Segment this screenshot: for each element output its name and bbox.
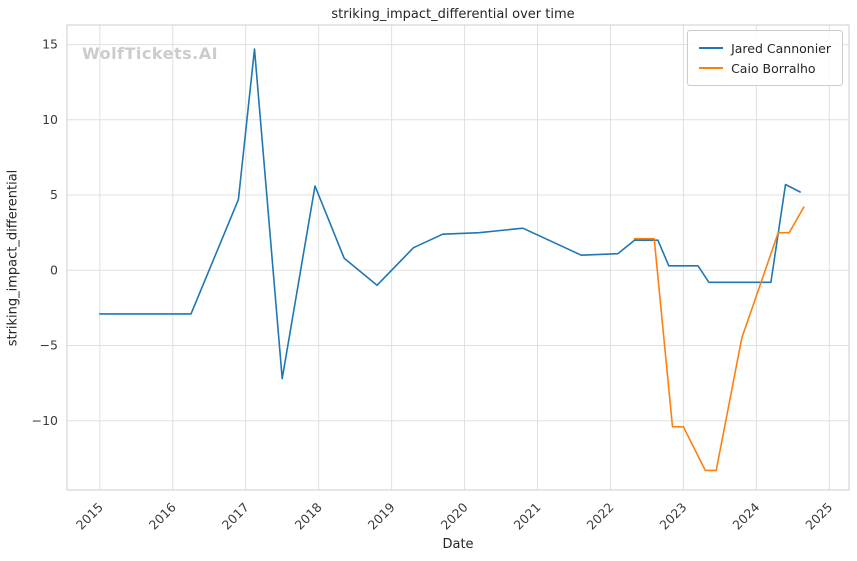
y-tick-label: 15 xyxy=(42,37,58,52)
x-tick-label: 2020 xyxy=(438,499,471,532)
y-tick-label: 0 xyxy=(50,262,58,277)
x-axis-label: Date xyxy=(442,537,474,552)
plot-border xyxy=(66,24,850,491)
legend-line-swatch-orange xyxy=(699,67,724,69)
legend-item-caio-borralho: Caio Borralho xyxy=(699,58,831,78)
x-tick-label: 2021 xyxy=(511,500,544,533)
legend-line-swatch-blue xyxy=(699,47,724,49)
x-tick-label: 2018 xyxy=(292,499,325,532)
x-tick-label: 2019 xyxy=(365,499,398,532)
y-tick-label: −10 xyxy=(32,413,58,428)
x-tick-label: 2024 xyxy=(729,499,762,532)
x-tick-label: 2023 xyxy=(656,500,689,533)
legend-label: Jared Cannonier xyxy=(731,40,831,56)
x-tick-label: 2016 xyxy=(146,499,179,532)
x-tick-label: 2025 xyxy=(802,500,835,533)
chart-title: striking_impact_differential over time xyxy=(331,7,575,22)
y-tick-label: −5 xyxy=(40,338,58,353)
series-line-jared-cannonier xyxy=(99,48,801,380)
series-line-caio-borralho xyxy=(633,206,805,472)
legend-label: Caio Borralho xyxy=(731,60,816,76)
y-tick-label: 10 xyxy=(42,112,58,127)
x-tick-label: 2017 xyxy=(219,500,252,533)
watermark: WolfTickets.AI xyxy=(82,44,219,63)
y-axis-label: striking_impact_differential xyxy=(5,169,21,347)
y-tick-label: 5 xyxy=(50,187,58,202)
x-tick-label: 2022 xyxy=(583,500,616,533)
x-tick-label: 2015 xyxy=(73,500,106,533)
legend: Jared Cannonier Caio Borralho xyxy=(687,30,843,86)
legend-item-jared-cannonier: Jared Cannonier xyxy=(699,38,831,58)
